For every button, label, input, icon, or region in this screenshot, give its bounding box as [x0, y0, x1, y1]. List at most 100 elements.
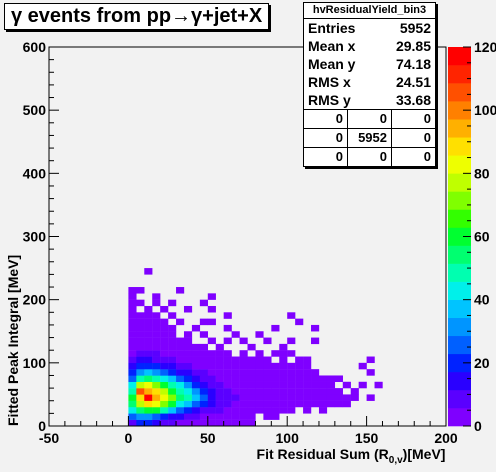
heatmap-cell — [231, 400, 240, 408]
heatmap-cell — [207, 375, 216, 382]
heatmap-cell — [334, 388, 343, 395]
heatmap-cell — [311, 394, 320, 401]
heatmap-cell — [247, 394, 256, 401]
palette-swatch — [448, 65, 471, 84]
heatmap-cell — [160, 324, 169, 332]
stats-label: Mean y — [308, 56, 356, 72]
heatmap-cell — [183, 362, 193, 370]
heatmap-cell — [183, 388, 193, 395]
heatmap-cell — [144, 400, 153, 408]
palette-swatch — [448, 299, 471, 319]
y-axis-title: Fitted Peak Integral [MeV] — [5, 255, 21, 426]
heatmap-cell — [334, 394, 343, 401]
x-tick-label: 200 — [434, 430, 458, 446]
heatmap-cell — [199, 400, 208, 408]
heatmap-cell — [144, 419, 153, 427]
heatmap-cell — [223, 337, 232, 345]
palette-swatch — [448, 353, 471, 373]
heatmap-cell — [160, 343, 169, 351]
heatmap-cell — [263, 381, 272, 389]
heatmap-cell — [128, 343, 137, 351]
heatmap-cell — [271, 388, 280, 395]
heatmap-cell — [183, 305, 193, 313]
heatmap-cell — [136, 375, 145, 382]
heatmap-cell — [136, 419, 145, 427]
heatmap-cell — [144, 413, 153, 420]
heatmap-cell — [318, 400, 328, 408]
heatmap-cell — [350, 394, 359, 401]
heatmap-cell — [231, 388, 240, 395]
heatmap-cell — [191, 381, 201, 389]
heatmap-cell — [311, 400, 320, 408]
heatmap-cell — [199, 331, 208, 338]
heatmap-cell — [318, 394, 328, 401]
heatmap-cell — [215, 394, 224, 401]
heatmap-cell — [144, 331, 153, 338]
heatmap-cell — [152, 318, 161, 326]
heatmap-cell — [207, 305, 216, 313]
stats-grid-cell: 0 — [304, 129, 348, 147]
heatmap-cell — [247, 362, 256, 370]
stats-grid-cell: 0 — [348, 148, 392, 166]
heatmap-cell — [279, 356, 288, 364]
heatmap-cell — [279, 362, 288, 370]
heatmap-cell — [231, 394, 240, 401]
heatmap-cell — [176, 375, 185, 382]
heatmap-cell — [160, 375, 169, 382]
heatmap-cell — [239, 337, 248, 345]
heatmap-cell — [207, 350, 216, 357]
heatmap-cell — [168, 312, 177, 319]
heatmap-cell — [191, 407, 201, 414]
heatmap-cell — [168, 331, 177, 338]
palette-tick-label: 100 — [474, 102, 496, 118]
heatmap-cell — [311, 337, 320, 345]
heatmap-cell — [318, 375, 328, 382]
palette-swatch — [448, 245, 471, 264]
heatmap-cell — [152, 419, 161, 427]
heatmap-cell — [287, 388, 296, 395]
y-tick-label: 300 — [23, 229, 47, 245]
heatmap-cell — [136, 337, 145, 345]
heatmap-cell — [239, 419, 248, 427]
heatmap-cell — [231, 369, 240, 376]
heatmap-cell — [168, 343, 177, 351]
palette-swatch — [448, 47, 471, 66]
heatmap-cell — [128, 394, 137, 401]
heatmap-cell — [295, 388, 304, 395]
heatmap-cell — [128, 356, 137, 364]
x-tick-label: 50 — [200, 430, 216, 446]
heatmap-cell — [247, 343, 256, 351]
heatmap-cell — [144, 337, 153, 345]
stats-row: Mean y 74.18 — [304, 55, 435, 73]
palette-swatch — [448, 209, 471, 228]
heatmap-cell — [144, 369, 153, 376]
stats-value: 24.51 — [395, 74, 431, 90]
heatmap-cell — [144, 318, 153, 326]
heatmap-cell — [144, 362, 153, 370]
heatmap-cell — [279, 343, 288, 351]
heatmap-cell — [168, 337, 177, 345]
heatmap-cell — [271, 400, 280, 408]
heatmap-cell — [191, 400, 201, 408]
heatmap-cell — [168, 394, 177, 401]
heatmap-cell — [231, 381, 240, 389]
heatmap-cell — [136, 343, 145, 351]
heatmap-cell — [199, 343, 208, 351]
heatmap-cell — [128, 400, 137, 408]
heatmap-cell — [255, 356, 264, 364]
heatmap-cell — [152, 394, 161, 401]
heatmap-cell — [263, 407, 272, 414]
heatmap-cell — [247, 419, 256, 427]
heatmap-cell — [271, 413, 280, 420]
heatmap-cell — [128, 381, 137, 389]
heatmap-cell — [303, 394, 312, 401]
heatmap-cell — [215, 375, 224, 382]
heatmap-cell — [199, 299, 208, 307]
heatmap-cell — [311, 324, 320, 332]
heatmap-cell — [183, 400, 193, 408]
stats-value: 74.18 — [395, 56, 431, 72]
palette-tick-label: 40 — [474, 292, 490, 308]
heatmap-cell — [160, 337, 169, 345]
